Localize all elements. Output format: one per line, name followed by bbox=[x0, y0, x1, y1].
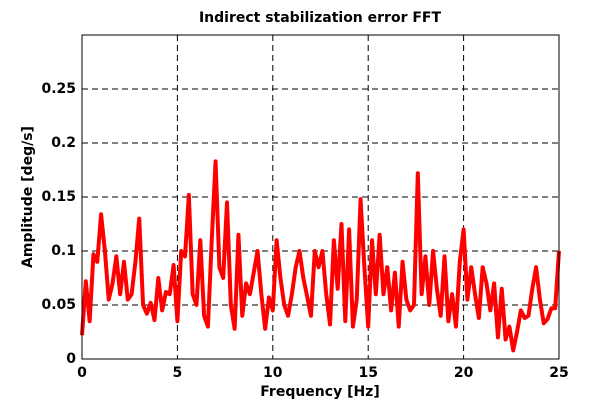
y-tick-label: 0.05 bbox=[41, 297, 76, 313]
x-tick-label: 5 bbox=[173, 365, 183, 381]
y-tick-label: 0.15 bbox=[41, 189, 76, 205]
x-tick-label: 25 bbox=[549, 365, 568, 381]
data-line bbox=[80, 159, 561, 353]
y-tick-label: 0 bbox=[66, 351, 76, 367]
y-tick-label: 0.1 bbox=[51, 243, 76, 259]
x-tick-label: 20 bbox=[454, 365, 474, 381]
x-tick-label: 0 bbox=[77, 365, 87, 381]
x-tick-label: 10 bbox=[263, 365, 283, 381]
y-axis-label: Amplitude [deg/s] bbox=[20, 126, 36, 268]
plot-frame bbox=[81, 34, 560, 360]
chart-title: Indirect stabilization error FFT bbox=[199, 10, 442, 26]
x-tick-label: 15 bbox=[358, 365, 377, 381]
y-tick-label: 0.25 bbox=[41, 81, 76, 97]
x-axis-label: Frequency [Hz] bbox=[260, 384, 379, 400]
y-tick-label: 0.2 bbox=[51, 135, 76, 151]
